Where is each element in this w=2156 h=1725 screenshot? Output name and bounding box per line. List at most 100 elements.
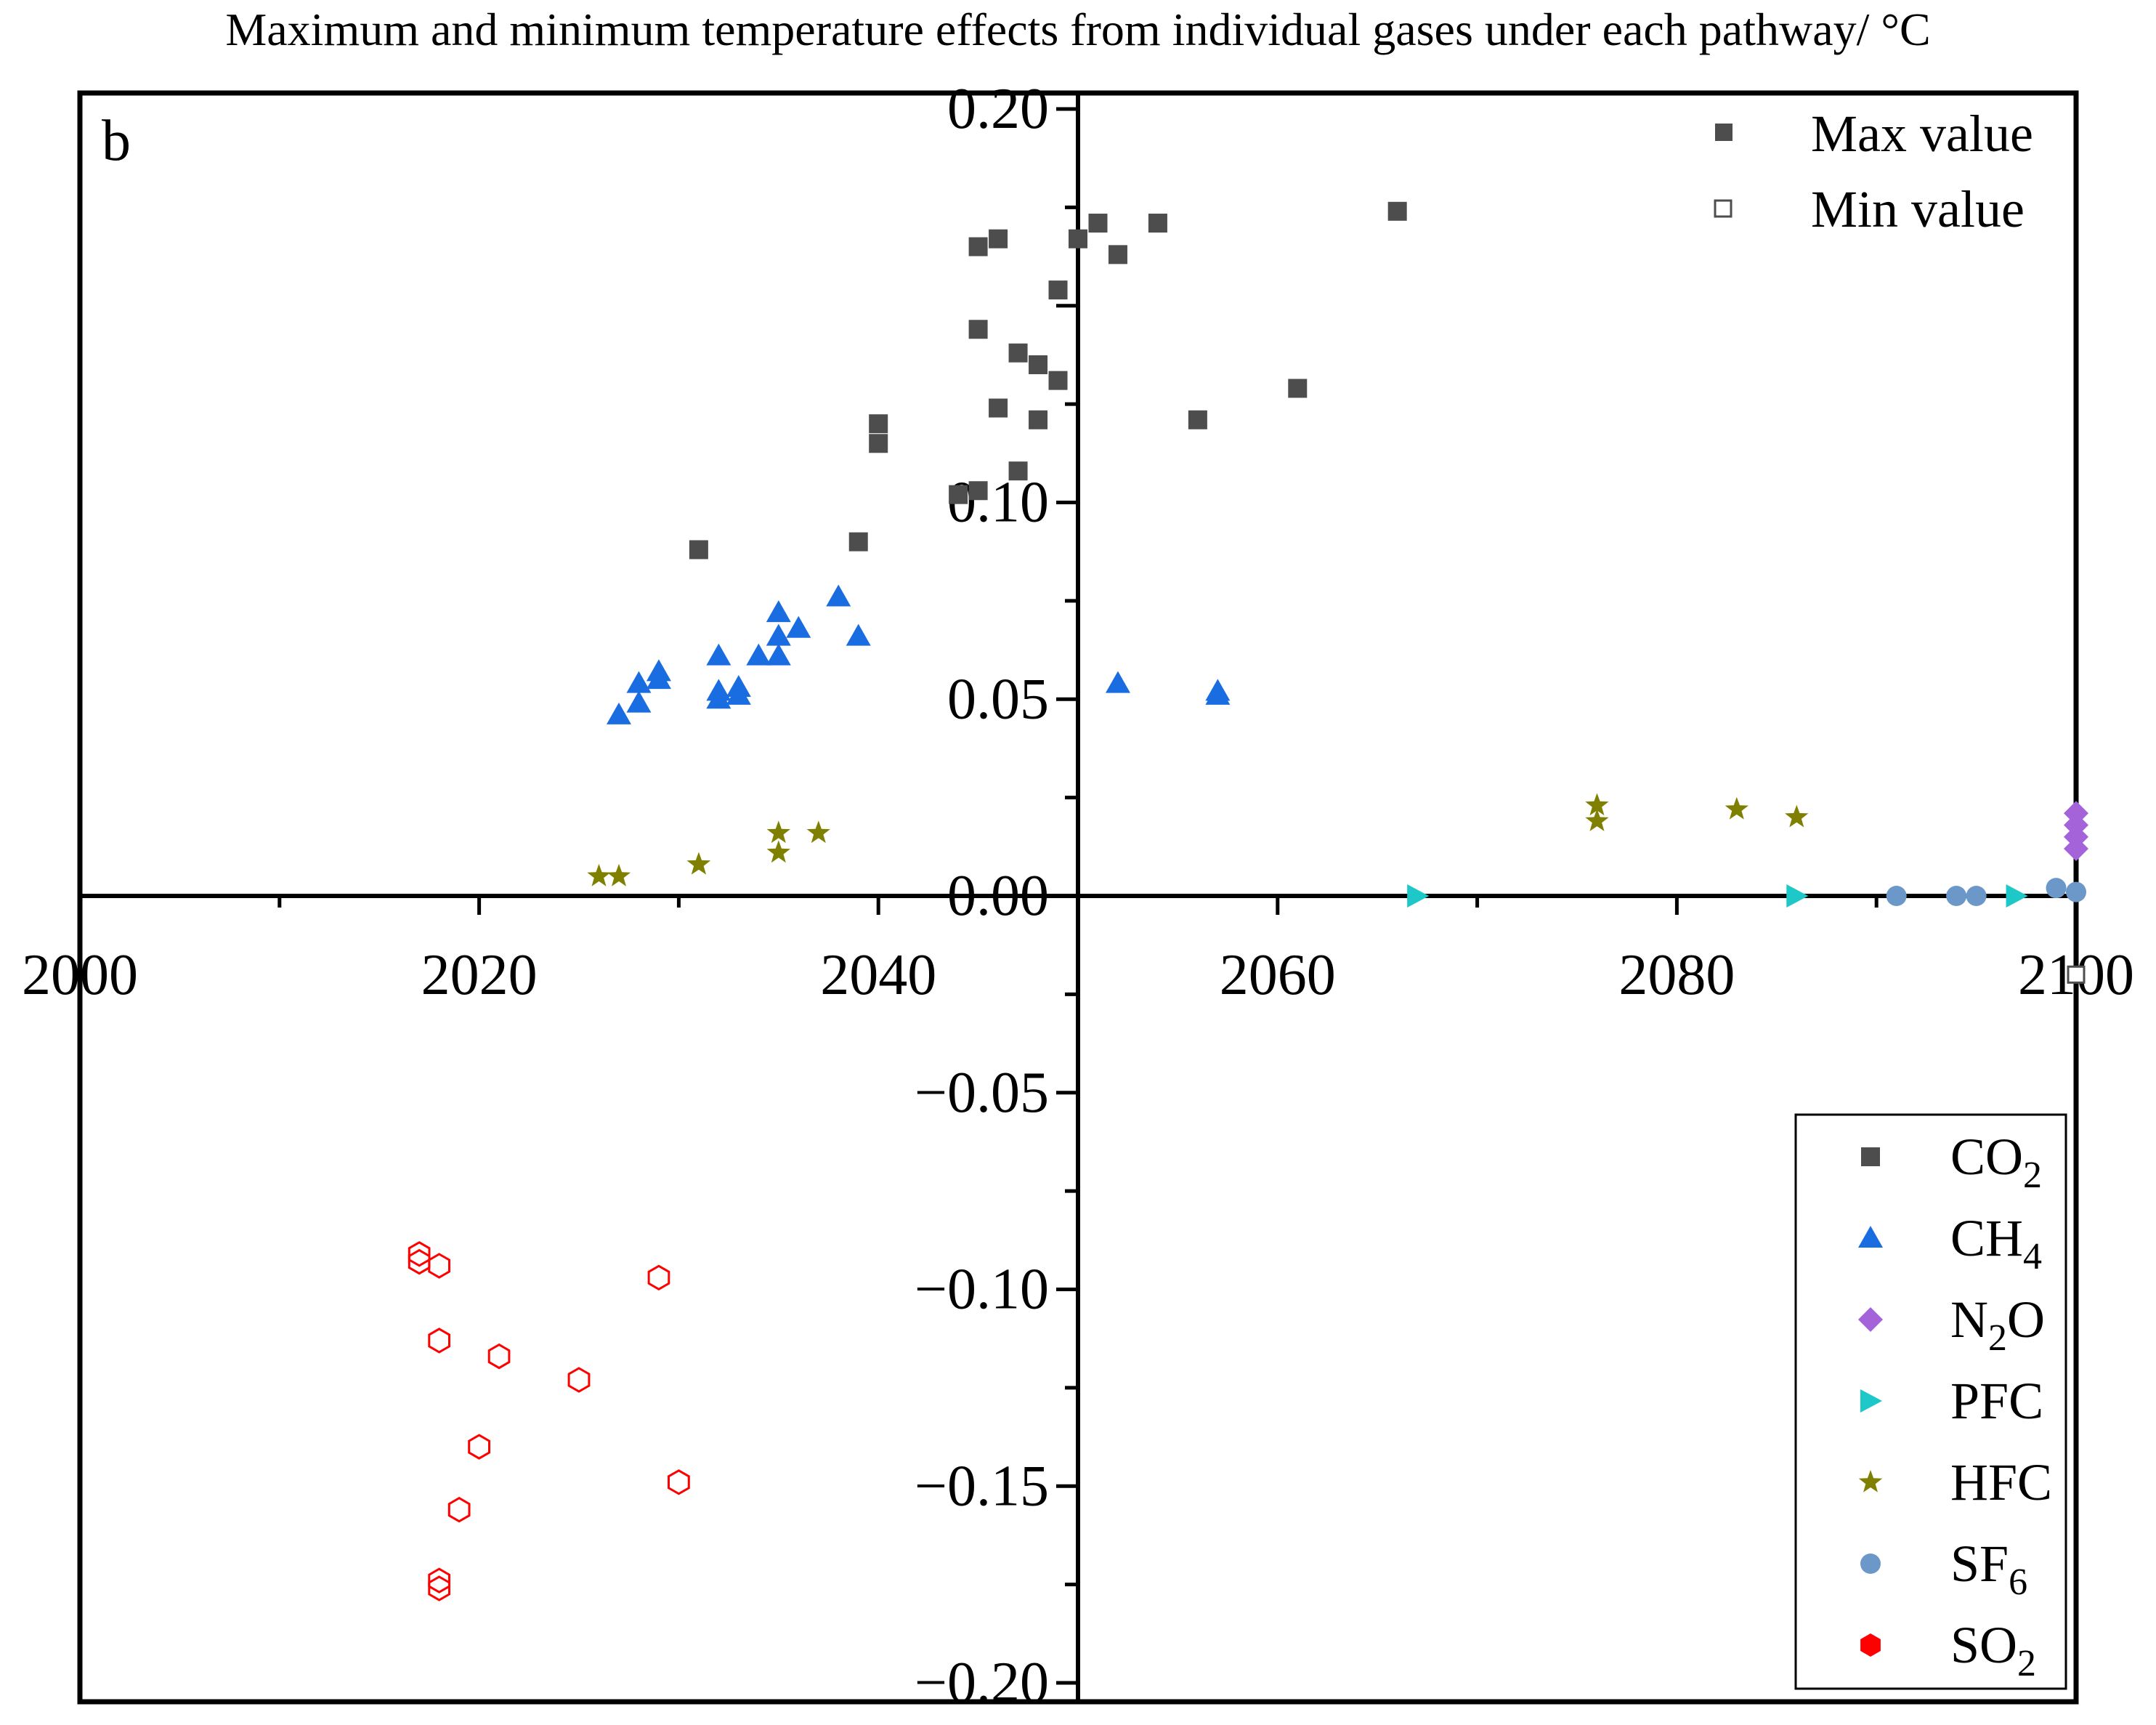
legend-item-n2o: N2O bbox=[1858, 1290, 2045, 1359]
co2-min-point bbox=[2067, 965, 2086, 984]
pfc-point bbox=[1407, 884, 1430, 908]
so2-point bbox=[408, 1241, 431, 1267]
ch4-point bbox=[1205, 679, 1231, 701]
co2-point bbox=[968, 481, 988, 501]
co2-legend-marker bbox=[1861, 1147, 1880, 1166]
co2-point bbox=[1188, 410, 1207, 429]
so2-point bbox=[428, 1328, 450, 1354]
so2-point bbox=[428, 1567, 450, 1593]
legend-item-ch4: CH4 bbox=[1858, 1209, 2042, 1277]
x-tick-label: 2040 bbox=[820, 943, 936, 1007]
x-tick-label: 2060 bbox=[1220, 943, 1336, 1007]
so2-point bbox=[567, 1367, 591, 1393]
ch4-point bbox=[766, 643, 791, 666]
co2-point bbox=[989, 398, 1008, 418]
ch4-point bbox=[726, 675, 751, 698]
n2o-legend-marker bbox=[1858, 1307, 1883, 1332]
pfc-point bbox=[1786, 884, 1809, 908]
max-value-legend-label: Max value bbox=[1811, 105, 2033, 163]
x-tick-label: 2020 bbox=[421, 943, 538, 1007]
hfc-point bbox=[587, 863, 611, 886]
co2-point bbox=[1387, 201, 1407, 221]
so2-point bbox=[447, 1496, 471, 1523]
y-tick-label: −0.15 bbox=[915, 1454, 1049, 1518]
x-tick-label: 2000 bbox=[22, 943, 138, 1007]
sf6-point bbox=[2066, 881, 2086, 902]
ch4-point bbox=[1105, 671, 1130, 693]
y-tick-label: 0.20 bbox=[947, 77, 1049, 141]
co2-point bbox=[1048, 280, 1068, 300]
y-tick-label: 0.05 bbox=[947, 667, 1049, 731]
y-tick-label: −0.20 bbox=[915, 1651, 1049, 1715]
sf6-legend-marker bbox=[1860, 1554, 1881, 1574]
ch4-point bbox=[706, 679, 732, 701]
legend-item-co2: CO2 bbox=[1861, 1128, 2042, 1196]
co2-point bbox=[1048, 371, 1068, 390]
hfc-point bbox=[607, 863, 631, 886]
legend-item-hfc: HFC bbox=[1858, 1453, 2052, 1511]
ch4-legend-label: CH4 bbox=[1950, 1209, 2042, 1277]
panel-label: b bbox=[102, 109, 131, 173]
gas-legend-frame bbox=[1794, 1113, 2067, 1690]
co2-point bbox=[949, 485, 968, 504]
so2-point bbox=[428, 1575, 450, 1601]
co2-point bbox=[1008, 461, 1028, 481]
co2-point bbox=[848, 532, 868, 552]
ch4-point bbox=[786, 615, 811, 638]
pfc-legend-marker bbox=[1860, 1389, 1882, 1413]
y-tick-label: −0.05 bbox=[915, 1061, 1049, 1125]
hfc-legend-label: HFC bbox=[1950, 1453, 2052, 1511]
axes-layer: 2000202020402060208021000.200.100.050.00… bbox=[22, 77, 2134, 1715]
co2-point bbox=[1288, 379, 1308, 398]
min-value-legend-marker bbox=[1714, 199, 1732, 218]
co2-point bbox=[1088, 214, 1108, 233]
n2o-point bbox=[2064, 801, 2088, 826]
marker-style-legend: Max value Min value bbox=[1714, 105, 2033, 238]
hfc-point bbox=[686, 852, 710, 875]
ch4-point bbox=[826, 584, 851, 607]
so2-point bbox=[408, 1248, 431, 1275]
n2o-legend-label: N2O bbox=[1950, 1290, 2045, 1359]
co2-legend-label: CO2 bbox=[1950, 1128, 2042, 1196]
co2-point bbox=[1069, 229, 1087, 249]
co2-point bbox=[1148, 214, 1167, 233]
sf6-legend-label: SF6 bbox=[1950, 1535, 2027, 1603]
ch4-point bbox=[746, 643, 771, 666]
ch4-point bbox=[766, 623, 791, 646]
ch4-point bbox=[766, 600, 791, 623]
ch4-point bbox=[626, 671, 652, 693]
co2-point bbox=[968, 320, 988, 339]
ch4-point bbox=[646, 659, 671, 682]
pfc-legend-label: PFC bbox=[1950, 1372, 2043, 1430]
co2-point bbox=[869, 414, 888, 434]
legend-item-sf6: SF6 bbox=[1860, 1535, 2027, 1603]
sf6-point bbox=[1946, 886, 1967, 906]
hfc-point bbox=[766, 820, 790, 844]
co2-point bbox=[968, 237, 988, 256]
so2-point bbox=[647, 1264, 670, 1291]
legend-item-so2: SO2 bbox=[1860, 1616, 2036, 1684]
ch4-point bbox=[626, 690, 652, 713]
y-tick-label: 0.00 bbox=[947, 864, 1049, 928]
so2-legend-marker bbox=[1860, 1633, 1881, 1657]
so2-point bbox=[468, 1434, 490, 1460]
hfc-point bbox=[1785, 804, 1809, 828]
legend-item-pfc: PFC bbox=[1860, 1372, 2043, 1430]
chart-title: Maximum and minimum temperature effects … bbox=[225, 4, 1930, 55]
co2-point bbox=[989, 229, 1008, 249]
y-tick-label: −0.10 bbox=[915, 1258, 1049, 1322]
co2-point bbox=[1008, 343, 1028, 363]
co2-point bbox=[1108, 245, 1127, 264]
co2-point bbox=[869, 434, 888, 453]
sf6-point bbox=[1886, 886, 1907, 906]
sf6-point bbox=[1966, 886, 1987, 906]
co2-point bbox=[689, 540, 708, 559]
hfc-point bbox=[806, 820, 830, 844]
ch4-point bbox=[706, 643, 732, 666]
so2-point bbox=[668, 1469, 690, 1495]
max-value-legend-marker bbox=[1715, 124, 1732, 141]
ch4-point bbox=[846, 623, 871, 646]
hfc-point bbox=[1585, 793, 1609, 816]
ch4-point bbox=[606, 702, 631, 724]
